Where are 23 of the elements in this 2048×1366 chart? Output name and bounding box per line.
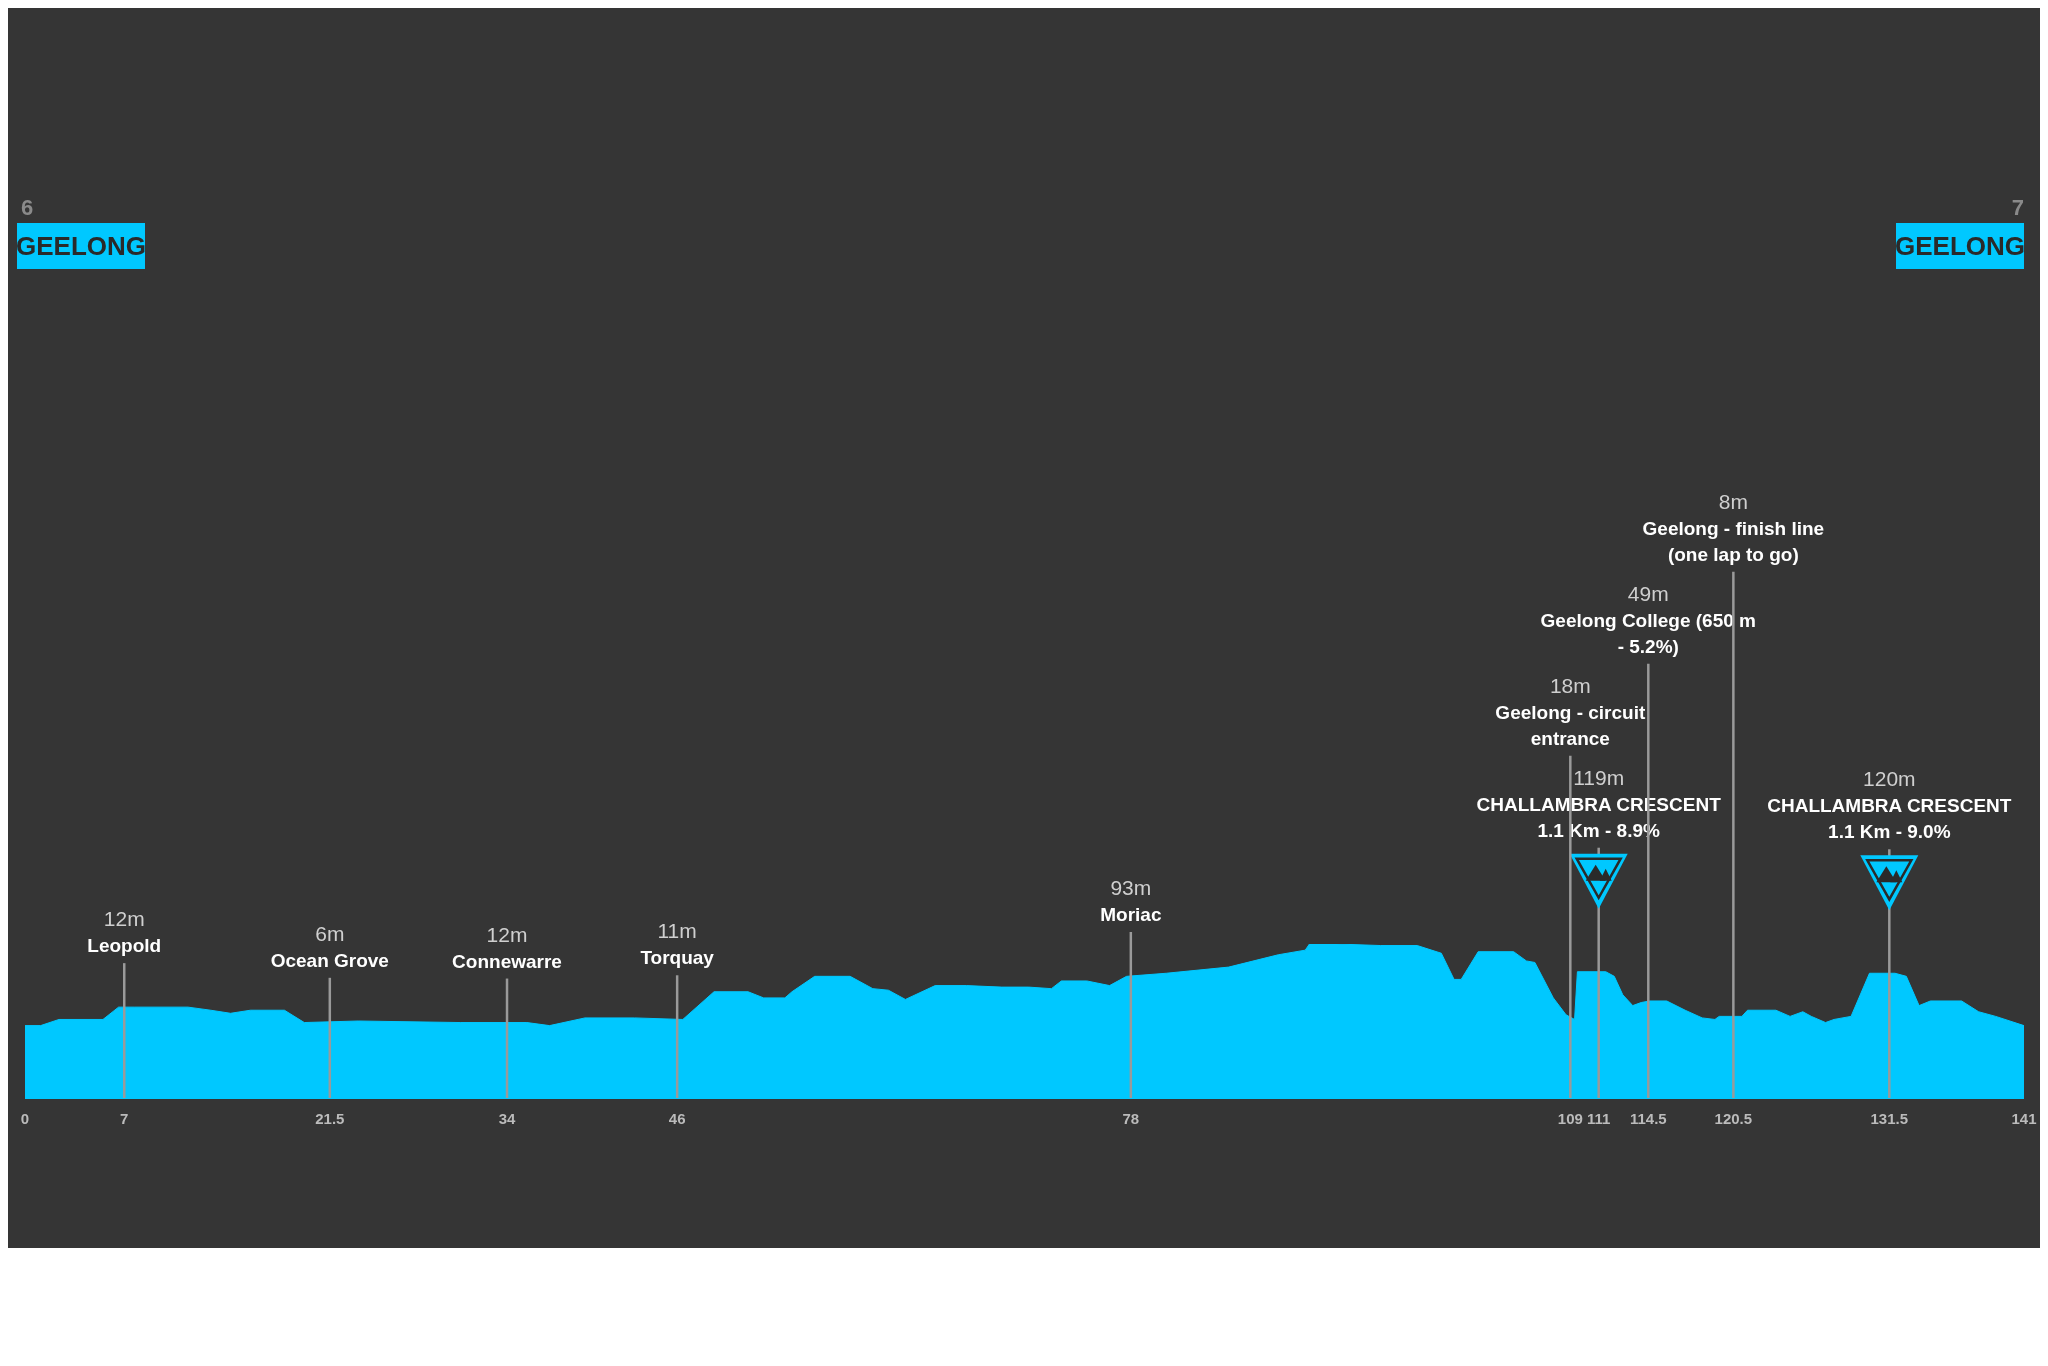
ref-line-label: 8m Geelong - finish line (one lap to go) <box>1642 489 1825 565</box>
x-tick-label: 7 <box>120 1110 129 1127</box>
x-tick-label: 78 <box>1122 1110 1140 1127</box>
x-tick-label: 109 <box>1557 1110 1583 1127</box>
x-tick-label: 114.5 <box>1629 1110 1667 1127</box>
x-tick-label: 120.5 <box>1714 1110 1753 1127</box>
text: 6 GEELONG <box>15 195 147 261</box>
text: 7 GEELONG <box>1894 195 2026 261</box>
x-tick-label: 34 <box>498 1110 517 1127</box>
x-tick-label: 111 <box>1586 1110 1611 1127</box>
x-tick-label: 46 <box>668 1110 686 1127</box>
ref-line-label: 49m Geelong College (650 m - 5.2%) <box>1540 581 1756 657</box>
ref-line-label: 120m CHALLAMBRA CRESCENT 1.1 Km - 9.0% <box>1767 767 2012 843</box>
ref-line-label: 12m Leopold <box>87 907 162 957</box>
ref-line-label: 18m Geelong - circuit entrance <box>1495 673 1646 749</box>
x-tick-label: 21.5 <box>315 1110 345 1127</box>
ref-line-label: 6m Ocean Grove <box>270 921 389 971</box>
ref-line-label: 11m Torquay <box>640 919 715 969</box>
x-tick-label: 131.5 <box>1870 1110 1909 1127</box>
ref-line-label: 93m Moriac <box>1100 876 1162 926</box>
x-tick-label: 0 <box>20 1110 30 1127</box>
ref-line-label: 12m Connewarre <box>452 922 562 972</box>
x-tick-label: 141 <box>2011 1110 2037 1127</box>
